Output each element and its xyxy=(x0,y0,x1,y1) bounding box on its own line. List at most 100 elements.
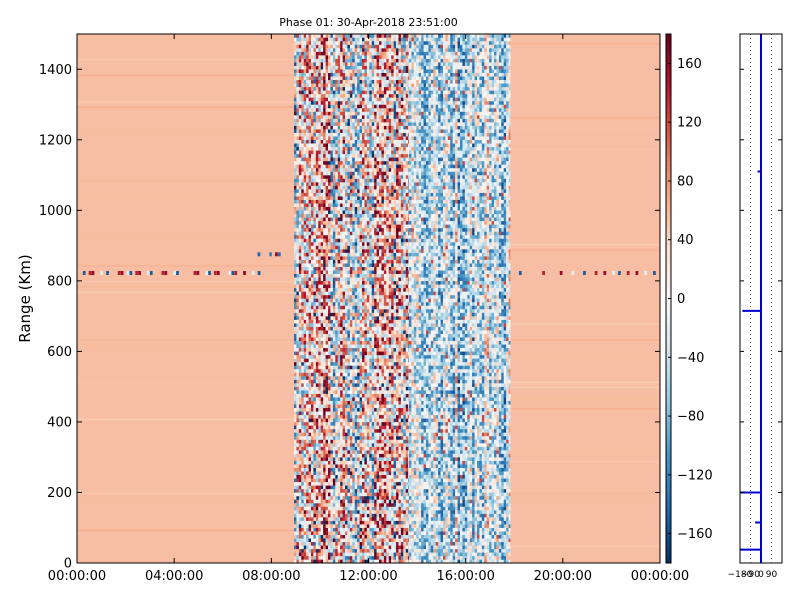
heatmap-cell xyxy=(349,503,353,507)
heatmap-cell xyxy=(366,132,370,137)
heatmap-cell xyxy=(303,76,307,81)
heatmap-cell xyxy=(347,333,351,338)
heatmap-cell xyxy=(294,400,297,405)
heatmap-cell xyxy=(325,196,329,200)
heatmap-cell xyxy=(374,559,377,564)
heatmap-cell xyxy=(340,312,343,317)
heatmap-cell xyxy=(325,171,329,176)
heatmap-cell xyxy=(362,312,365,317)
heatmap-cell xyxy=(369,443,372,447)
heatmap-cell xyxy=(357,390,360,394)
heatmap-cell xyxy=(294,242,297,246)
heatmap-cell xyxy=(335,182,338,186)
heatmap-cell xyxy=(335,383,338,387)
heatmap-cell xyxy=(306,217,309,222)
heatmap-cell xyxy=(354,467,358,472)
heatmap-cell xyxy=(311,231,314,236)
heatmap-cell xyxy=(362,111,365,116)
heatmap-cell xyxy=(308,436,312,440)
heatmap-cell xyxy=(320,510,324,514)
heatmap-cell xyxy=(366,365,370,370)
heatmap-cell xyxy=(349,492,353,497)
heatmap-cell xyxy=(328,129,331,133)
heatmap-cell xyxy=(349,312,353,317)
heatmap-cell xyxy=(303,351,307,356)
heatmap-cell xyxy=(313,224,317,229)
heatmap-cell xyxy=(328,446,331,451)
heatmap-cell xyxy=(340,192,343,197)
heatmap-cell xyxy=(318,122,321,126)
heatmap-cell xyxy=(301,541,304,546)
heatmap-cell xyxy=(328,231,331,236)
heatmap-cell xyxy=(362,432,365,437)
heatmap-cell xyxy=(347,217,351,222)
heatmap-cell xyxy=(340,178,343,183)
heatmap-cell xyxy=(325,499,329,504)
heatmap-cell xyxy=(313,171,317,176)
heatmap-cell xyxy=(306,495,309,500)
heatmap-cell xyxy=(313,227,317,232)
heatmap-cell xyxy=(345,280,348,285)
heatmap-cell xyxy=(301,139,304,144)
heatmap-cell xyxy=(296,227,300,232)
heatmap-cell xyxy=(315,411,319,416)
heatmap-cell xyxy=(357,182,360,186)
heatmap-cell xyxy=(330,474,334,479)
heatmap-cell xyxy=(318,369,321,373)
heatmap-cell xyxy=(311,294,314,299)
heatmap-cell xyxy=(323,361,326,366)
heatmap-cell xyxy=(335,436,338,440)
heatmap-cell xyxy=(366,101,370,105)
heatmap-cell xyxy=(352,361,355,366)
heatmap-row xyxy=(510,460,660,463)
heatmap-cell xyxy=(306,72,309,77)
heatmap-cell xyxy=(328,555,331,560)
heatmap-cell xyxy=(303,196,307,200)
heatmap-cell xyxy=(371,175,375,179)
heatmap-cell xyxy=(364,206,368,211)
heatmap-cell xyxy=(294,76,297,81)
heatmap-cell xyxy=(296,153,300,158)
heatmap-cell xyxy=(347,252,351,257)
heatmap-cell xyxy=(337,319,341,324)
heatmap-cell xyxy=(306,312,309,317)
heatmap-cell xyxy=(364,259,368,264)
heatmap-cell xyxy=(311,122,314,126)
heatmap-cell xyxy=(303,548,307,553)
heatmap-cell xyxy=(328,499,331,504)
heatmap-cell xyxy=(349,333,353,338)
heatmap-cell xyxy=(345,287,348,292)
heatmap-cell xyxy=(345,118,348,123)
heatmap-cell xyxy=(298,238,302,243)
heatmap-cell xyxy=(364,340,368,345)
heatmap-cell xyxy=(296,171,300,176)
heatmap-cell xyxy=(369,503,372,507)
heatmap-cell xyxy=(315,273,319,278)
heatmap-cell xyxy=(303,453,307,458)
heatmap-cell xyxy=(342,284,346,289)
heatmap-cell xyxy=(364,520,368,525)
heatmap-cell xyxy=(332,467,336,472)
heatmap-cell xyxy=(296,273,300,278)
heatmap-cell xyxy=(294,443,297,447)
heatmap-cell xyxy=(306,333,309,338)
heatmap-cell xyxy=(349,361,353,366)
heatmap-cell xyxy=(349,538,353,543)
heatmap-cell xyxy=(349,506,353,511)
heatmap-cell xyxy=(337,390,341,394)
heatmap-cell xyxy=(354,252,358,257)
heatmap-cell xyxy=(342,358,346,363)
heatmap-cell xyxy=(369,44,372,49)
heatmap-cell xyxy=(325,256,329,260)
heatmap-cell xyxy=(315,418,319,423)
heatmap-cell xyxy=(301,266,304,271)
heatmap-cell xyxy=(335,277,338,282)
heatmap-cell xyxy=(352,481,355,486)
heatmap-cell xyxy=(296,312,300,317)
heatmap-cell xyxy=(308,69,312,73)
heatmap-cell xyxy=(303,266,307,271)
heatmap-cell xyxy=(313,305,317,310)
heatmap-cell xyxy=(306,227,309,232)
heatmap-cell xyxy=(311,453,314,458)
heatmap-cell xyxy=(315,340,319,345)
